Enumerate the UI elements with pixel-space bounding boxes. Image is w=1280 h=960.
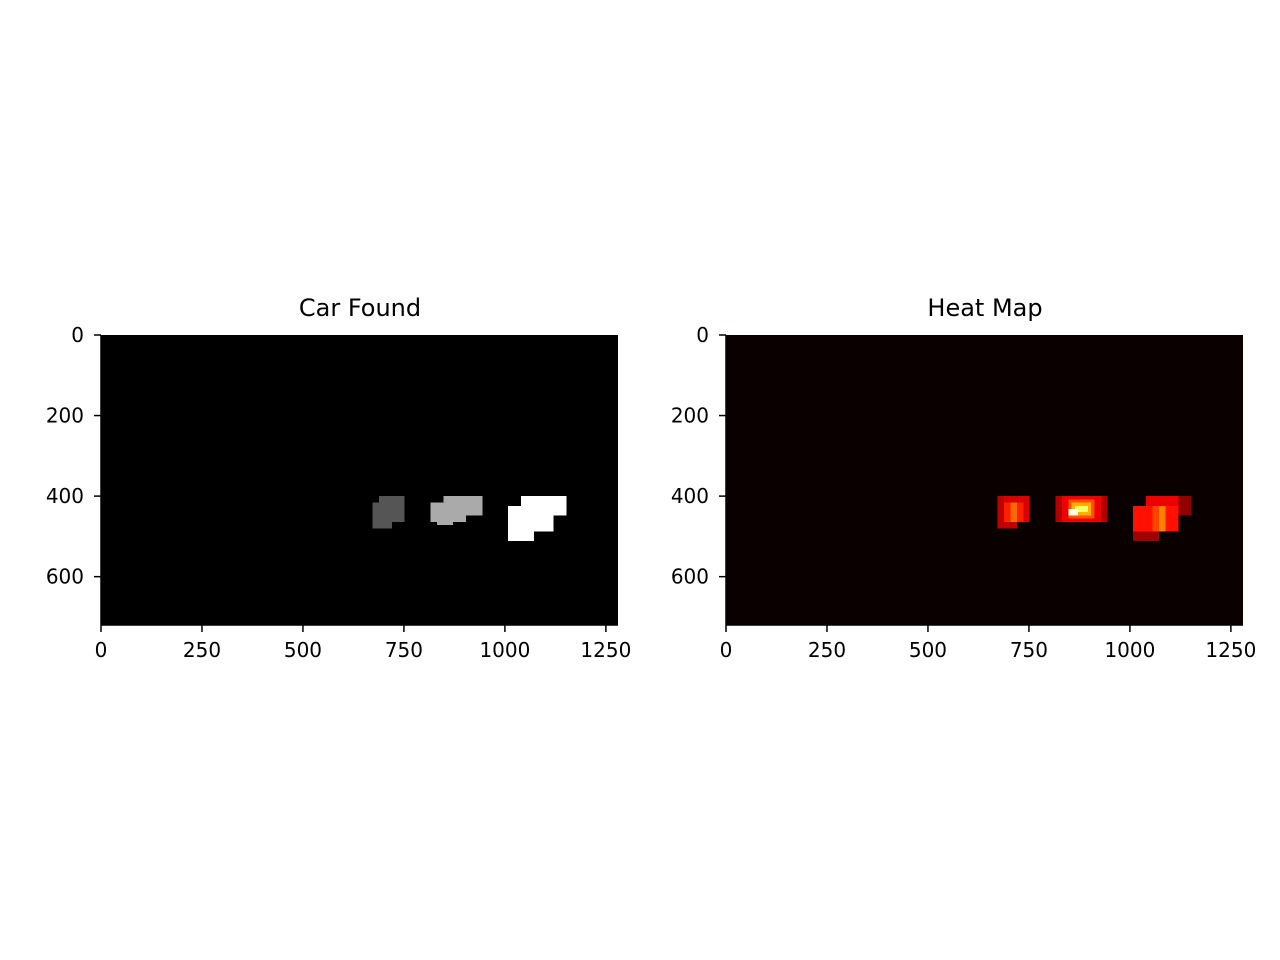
heat-cell [1016, 502, 1024, 522]
x-tick-label: 1250 [580, 638, 631, 662]
x-tick-label: 750 [385, 638, 423, 662]
y-tick-label: 600 [46, 565, 84, 589]
label-region-2 [437, 515, 454, 526]
y-tick-label: 600 [671, 565, 709, 589]
y-tick-label: 400 [671, 484, 709, 508]
label-region-3 [508, 505, 554, 532]
x-tick-label: 750 [1010, 638, 1048, 662]
x-tick-label: 250 [808, 638, 846, 662]
x-tick-label: 1250 [1205, 638, 1256, 662]
heat-cell [1068, 509, 1079, 516]
y-tick-label: 200 [671, 404, 709, 428]
label-region-1 [372, 502, 392, 529]
x-tick-label: 250 [183, 638, 221, 662]
heat-cell [1178, 496, 1192, 516]
image-background [101, 335, 618, 625]
x-tick-label: 500 [909, 638, 947, 662]
y-tick-label: 0 [71, 323, 84, 347]
panel-title: Car Found [299, 294, 421, 322]
panel-heat-map: Heat Map 0 250 500 750 1000 1250 0 200 400 600 [671, 294, 1257, 662]
axes-heat-map: 0 250 500 750 1000 1250 0 200 400 600 [671, 323, 1257, 662]
x-tick-label: 1000 [1104, 638, 1155, 662]
label-region-3 [508, 528, 534, 542]
y-tick-label: 200 [46, 404, 84, 428]
panel-car-found: Car Found 0 250 500 750 1000 1250 0 200 400 600 [46, 294, 632, 662]
y-tick-label: 0 [696, 323, 709, 347]
x-tick-label: 1000 [479, 638, 530, 662]
heat-cell [1158, 505, 1166, 532]
heat-cell [1074, 505, 1088, 513]
heat-cell [1146, 496, 1179, 506]
x-tick-label: 0 [720, 638, 733, 662]
panel-title: Heat Map [927, 294, 1042, 322]
x-tick-label: 0 [95, 638, 108, 662]
axes-car-found: 0 250 500 750 1000 1250 0 200 400 600 [46, 323, 632, 662]
heat-cell [1003, 502, 1011, 522]
image-background [726, 335, 1243, 625]
x-tick-label: 500 [284, 638, 322, 662]
y-tick-label: 400 [46, 484, 84, 508]
heat-cell [1010, 502, 1017, 522]
